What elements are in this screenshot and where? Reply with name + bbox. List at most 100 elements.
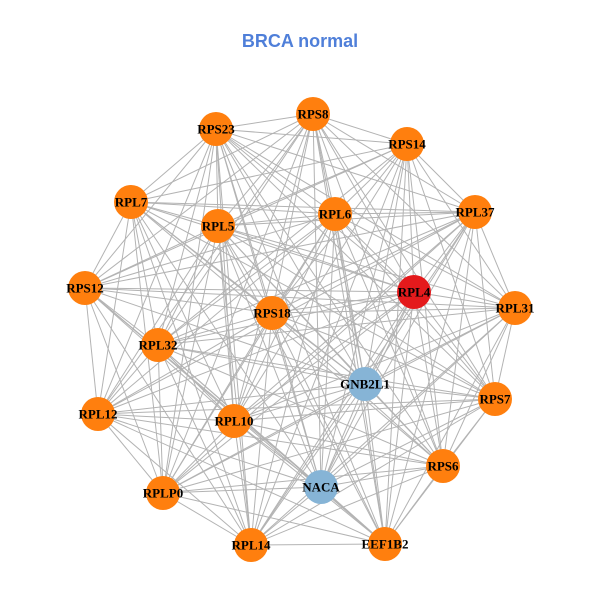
edge-rpl7-rpl10 — [130, 201, 235, 422]
node-rps14: RPS14 — [388, 127, 426, 161]
edge-rpl7-rpl32 — [130, 201, 159, 346]
edge-gnb2l1-rps7 — [364, 383, 496, 400]
node-label: RPL10 — [215, 414, 254, 429]
node-label: RPS18 — [253, 306, 291, 321]
edge-rps12-rps18 — [84, 287, 273, 314]
edge-rps12-rpl14 — [84, 287, 252, 546]
node-label: RPL37 — [456, 205, 496, 220]
edge-rps14-rpl32 — [157, 143, 408, 346]
edge-rpl4-gnb2l1 — [364, 291, 415, 385]
node-rpl31: RPL31 — [496, 291, 535, 325]
edge-rps8-rpl32 — [157, 113, 314, 346]
edge-rps23-rpl7 — [130, 128, 217, 203]
node-label: RPS8 — [297, 107, 329, 122]
node-layer: RPS8 RPS23 RPS14 RPL7 RPL5 RPL6 RPL37 RPS12 RPL4… — [66, 97, 535, 562]
node-label: EEF1B2 — [362, 537, 409, 552]
edge-rps8-rpl37 — [312, 113, 476, 213]
node-circle — [397, 275, 431, 309]
edge-rps8-rpl12 — [97, 113, 314, 415]
edge-rpl6-rpl31 — [334, 213, 516, 309]
edge-rps14-rps6 — [406, 143, 444, 467]
edge-rpl5-rps18 — [217, 225, 273, 314]
edge-rpl5-rps12 — [84, 225, 219, 289]
node-circle — [368, 527, 402, 561]
edge-rpl12-rpl10 — [97, 413, 235, 422]
node-label: RPS14 — [388, 137, 426, 152]
edge-rpl32-rps7 — [157, 344, 496, 400]
edge-rpl37-rpl32 — [157, 211, 476, 346]
edge-rpl10-naca — [233, 420, 322, 488]
edge-rps8-rps18 — [271, 113, 314, 314]
edge-gnb2l1-rpl12 — [97, 383, 366, 415]
node-circle — [255, 296, 289, 330]
diagram-title: BRCA normal — [241, 31, 359, 51]
edge-rpl14-eef1b2 — [250, 543, 386, 546]
node-label: RPS6 — [427, 459, 459, 474]
edge-rps8-rps6 — [312, 113, 444, 467]
edge-rpl31-rpl14 — [250, 307, 516, 546]
edge-rpl37-rpl10 — [233, 211, 476, 422]
edge-rps12-rpl4 — [84, 287, 415, 293]
node-circle — [478, 382, 512, 416]
edge-rps8-gnb2l1 — [312, 113, 366, 385]
node-rplp0: RPLP0 — [143, 476, 183, 510]
edge-rpl31-rplp0 — [162, 307, 516, 494]
edge-rps14-eef1b2 — [384, 143, 408, 545]
node-label: RPL4 — [398, 285, 431, 300]
edge-rps18-rplp0 — [162, 312, 273, 494]
node-rps7: RPS7 — [478, 382, 512, 416]
edge-rpl12-rpl14 — [97, 413, 252, 546]
node-rps6: RPS6 — [426, 449, 460, 483]
edge-rps7-rplp0 — [162, 398, 496, 494]
node-circle — [498, 291, 532, 325]
edge-rpl5-eef1b2 — [217, 225, 386, 545]
edge-rpl4-rps6 — [413, 291, 444, 467]
edge-rps8-rpl4 — [312, 113, 415, 293]
node-circle — [390, 127, 424, 161]
node-circle — [304, 470, 338, 504]
edge-gnb2l1-naca — [320, 383, 366, 488]
edge-rpl6-rps12 — [84, 213, 336, 289]
edge-rpl6-gnb2l1 — [334, 213, 366, 385]
edge-rps23-gnb2l1 — [215, 128, 366, 385]
node-rpl4: RPL4 — [397, 275, 431, 309]
edge-gnb2l1-rpl14 — [250, 383, 366, 546]
node-circle — [458, 195, 492, 229]
edge-rpl10-rps6 — [233, 420, 444, 467]
node-rps18: RPS18 — [253, 296, 291, 330]
edge-rpl7-rpl12 — [97, 201, 132, 415]
node-circle — [201, 209, 235, 243]
edge-rpl10-rpl14 — [233, 420, 252, 546]
edge-rps7-rpl10 — [233, 398, 496, 422]
node-circle — [426, 449, 460, 483]
edge-rpl5-rpl31 — [217, 225, 516, 309]
edge-rpl31-rps6 — [442, 307, 516, 467]
node-circle — [141, 328, 175, 362]
edge-rpl5-rps7 — [217, 225, 496, 400]
edge-rps12-rpl12 — [84, 287, 99, 415]
node-label: RPL5 — [202, 219, 235, 234]
edge-rps14-rps7 — [406, 143, 496, 400]
edge-rpl4-rpl12 — [97, 291, 415, 415]
node-circle — [296, 97, 330, 131]
node-rps8: RPS8 — [296, 97, 330, 131]
edge-rps8-rps7 — [312, 113, 496, 400]
node-label: RPL31 — [496, 301, 535, 316]
node-label: GNB2L1 — [340, 377, 390, 392]
edge-gnb2l1-rpl10 — [233, 383, 366, 422]
edge-rps14-rpl10 — [233, 143, 408, 422]
edge-rplp0-eef1b2 — [162, 492, 386, 545]
edge-rps7-naca — [320, 398, 496, 488]
edge-rpl6-rpl37 — [334, 211, 476, 215]
edge-rps14-rps12 — [84, 143, 408, 289]
edge-rpl7-rpl37 — [130, 201, 476, 213]
node-rpl6: RPL6 — [318, 197, 352, 231]
edge-rps18-gnb2l1 — [271, 312, 366, 385]
edge-rps8-naca — [312, 113, 322, 488]
edge-rps18-rpl12 — [97, 312, 273, 415]
node-circle — [146, 476, 180, 510]
node-label: RPL12 — [79, 407, 118, 422]
edge-rpl5-rpl12 — [97, 225, 219, 415]
edge-rpl6-naca — [320, 213, 336, 488]
